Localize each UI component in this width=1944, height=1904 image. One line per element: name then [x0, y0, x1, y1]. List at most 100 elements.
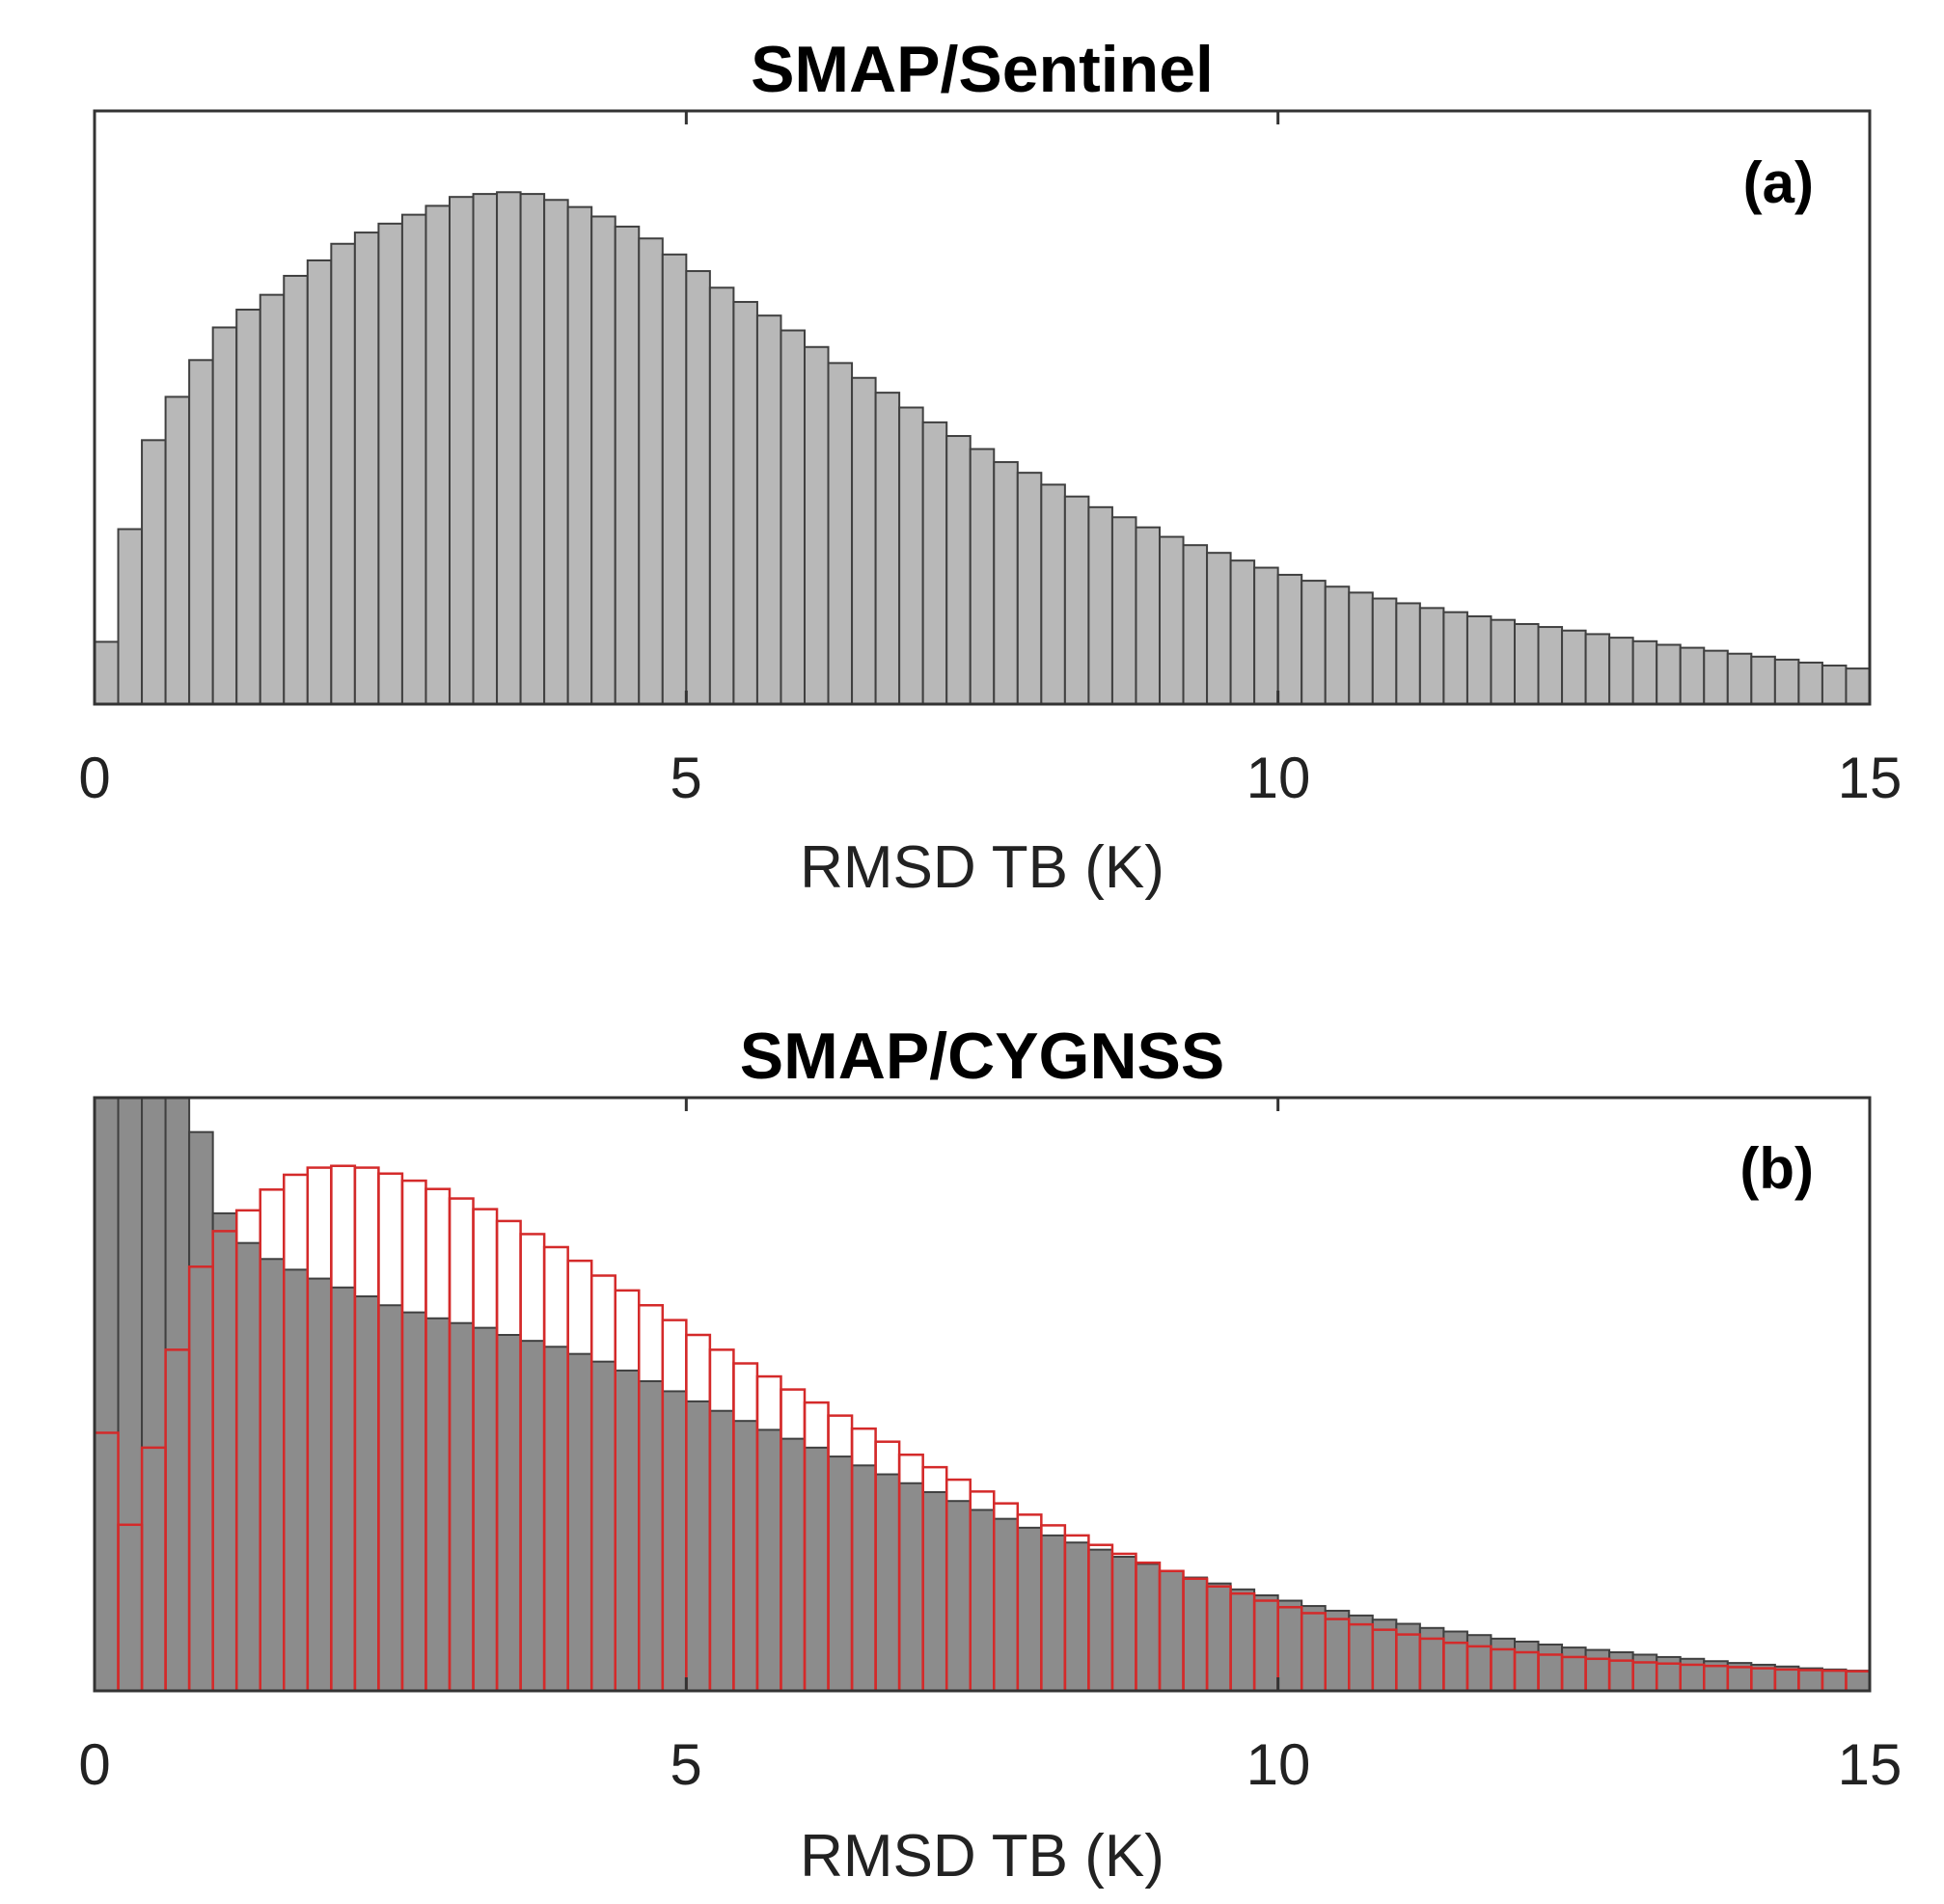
panel-a-series-0-bar-19	[543, 199, 569, 705]
panel-b-series-0-bar-47	[1206, 1582, 1232, 1693]
panel-b-series-0-bar-15	[449, 1321, 475, 1692]
panel-b-series-0-bar-31	[827, 1455, 854, 1692]
panel-a-series-0-bar-62	[1561, 629, 1587, 705]
panel-b-series-0-bar-16	[472, 1326, 499, 1692]
panel-a-series-0-bar-42	[1087, 505, 1113, 705]
panel-a-series-0-bar-6	[235, 309, 261, 705]
panel-b-series-0-bar-41	[1063, 1541, 1090, 1692]
panel-a-series-0-bar-41	[1063, 495, 1090, 705]
panel-a-series-0-bar-26	[708, 286, 735, 705]
panel-b-series-0-bar-21	[590, 1360, 616, 1693]
panel-b-series-0-bar-65	[1631, 1653, 1658, 1692]
panel-b-series-0-bar-4	[188, 1130, 214, 1693]
panel-b-series-0-bar-5	[211, 1211, 238, 1693]
panel-a-series-0-bar-61	[1537, 626, 1564, 705]
panel-a-series-0-bar-34	[898, 406, 924, 705]
panel-b-series-0-bar-17	[496, 1334, 522, 1692]
panel-a-series-0-bar-18	[519, 193, 546, 706]
panel-a-series-0-bar-56	[1418, 607, 1445, 705]
panel-a-series-0-bar-71	[1773, 658, 1800, 705]
panel-b-series-0-bar-13	[400, 1311, 427, 1692]
panel-b-series-0-bar-60	[1514, 1640, 1540, 1692]
panel-b-series-0-bar-0	[94, 1097, 120, 1692]
panel-a-series-0-bar-10	[330, 242, 356, 705]
panel-a-series-0-bar-14	[424, 204, 452, 705]
panel-b-series-0-bar-48	[1229, 1588, 1256, 1692]
panel-a-series-0-bar-52	[1324, 585, 1351, 705]
panel-b-series-0-bar-33	[874, 1473, 901, 1693]
panel-b-series-0-bar-59	[1490, 1637, 1517, 1693]
panel-a-series-0-bar-0	[94, 640, 120, 705]
panel-b-series-0-bar-43	[1110, 1556, 1137, 1693]
panel-b-series-0-bar-7	[259, 1258, 286, 1693]
panel-a-series-0-bar-65	[1631, 639, 1658, 705]
panel-a-series-0-bar-5	[211, 326, 238, 705]
panel-b-series-0-bar-14	[424, 1317, 452, 1693]
panel-a: SMAP/Sentinel (a) 0 5 10 15 RMSD TB (K)	[78, 33, 1902, 901]
panel-b-series-0-bar-53	[1348, 1614, 1374, 1693]
panel-b-series-0-bar-46	[1182, 1576, 1209, 1693]
panel-b-series-0-bar-1	[117, 1097, 144, 1692]
panel-a-series-0-bar-17	[496, 191, 522, 705]
panel-a-series-0-bar-4	[188, 359, 214, 705]
panel-b-series-0-bar-34	[898, 1482, 924, 1692]
panel-b-xtick-label-1: 5	[670, 1732, 701, 1797]
panel-b-series-0-bar-73	[1821, 1668, 1848, 1692]
panel-b-series-0-bar-11	[353, 1295, 380, 1693]
panel-a-series-0-bar-13	[400, 213, 427, 705]
panel-a-series-0-bar-8	[283, 274, 309, 705]
panel-b-series-0-bar-64	[1608, 1651, 1634, 1693]
panel-a-series-0-bar-58	[1465, 614, 1492, 705]
panel-a-series-0-bar-36	[945, 435, 972, 705]
panel-a-series-0-bar-74	[1845, 667, 1872, 705]
panel-b-series-0-bar-56	[1418, 1626, 1445, 1693]
panel-b-series-0-bar-66	[1656, 1655, 1682, 1692]
panel-a-series-0-bar-7	[259, 293, 286, 705]
panel-a-xtick-label-1: 5	[670, 746, 701, 810]
panel-b-series-0-bar-28	[755, 1428, 782, 1693]
panel-a-xtick-label-0: 0	[78, 746, 110, 810]
panel-a-series-0-bar-28	[755, 314, 782, 705]
panel-a-series-0-bar-21	[590, 215, 616, 705]
panel-a-series-0-bar-67	[1679, 646, 1706, 706]
panel-a-series-0-bar-20	[566, 205, 593, 705]
panel-b-series-0-bar-39	[1016, 1526, 1043, 1692]
panel-a-series-0-bar-30	[804, 345, 830, 705]
panel-b-series-0-bar-44	[1135, 1563, 1162, 1693]
panel-a-series-0-bar-47	[1206, 552, 1232, 705]
panel-b-series-0-bar-9	[306, 1277, 333, 1692]
panel-b-filled-bars	[94, 1097, 1872, 1693]
panel-b-series-0-bar-45	[1159, 1569, 1185, 1693]
panel-a-series-0-bar-9	[306, 258, 333, 705]
panel-b-series-0-bar-6	[235, 1241, 261, 1693]
panel-a-series-0-bar-27	[732, 301, 758, 705]
panel-a-series-0-bar-54	[1371, 597, 1398, 706]
panel-a-bars	[94, 191, 1872, 706]
panel-a-series-0-bar-29	[780, 329, 807, 705]
panel-b-series-0-bar-22	[614, 1369, 641, 1693]
panel-a-series-0-bar-11	[353, 231, 380, 705]
panel-a-series-0-bar-44	[1135, 526, 1162, 705]
panel-a-series-0-bar-45	[1159, 535, 1185, 705]
panel-a-series-0-bar-70	[1750, 655, 1776, 705]
panel-a-series-0-bar-24	[661, 253, 688, 705]
panel-a-series-0-bar-46	[1182, 544, 1209, 705]
panel-a-series-0-bar-48	[1229, 559, 1256, 705]
panel-b-series-0-bar-32	[851, 1464, 877, 1693]
panel-b-series-0-bar-10	[330, 1286, 356, 1693]
panel-b-ticks	[93, 1098, 1872, 1691]
panel-b-series-0-bar-18	[519, 1340, 546, 1693]
panel-b-series-0-bar-12	[377, 1304, 403, 1692]
panel-a-series-0-bar-43	[1110, 516, 1137, 706]
panel-b-series-0-bar-24	[661, 1390, 688, 1693]
panel-a-series-0-bar-50	[1276, 573, 1303, 705]
panel-a-series-0-bar-38	[993, 461, 1019, 705]
panel-b-series-0-bar-20	[566, 1352, 593, 1693]
panel-a-series-0-bar-25	[685, 270, 711, 705]
panel-a-series-0-bar-12	[377, 222, 403, 705]
panel-b-xlabel: RMSD TB (K)	[800, 1823, 1164, 1890]
panel-a-series-0-bar-23	[638, 237, 664, 705]
panel-a-series-0-bar-59	[1490, 618, 1517, 705]
panel-b-series-0-bar-36	[945, 1500, 972, 1692]
